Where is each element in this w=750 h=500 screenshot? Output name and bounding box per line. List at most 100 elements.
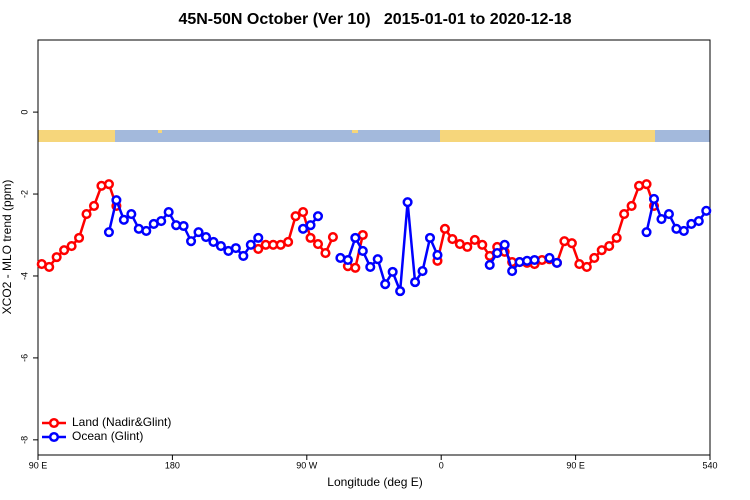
data-point bbox=[253, 232, 264, 243]
data-point bbox=[492, 247, 503, 259]
land-strip bbox=[440, 130, 655, 142]
data-point bbox=[424, 232, 436, 243]
data-point bbox=[238, 250, 249, 261]
x-tick-label: 90 E bbox=[29, 460, 48, 470]
data-point bbox=[305, 232, 316, 243]
data-point bbox=[200, 232, 212, 243]
chart-title: 45N-50N October (Ver 10) 2015-01-01 to 2… bbox=[178, 11, 571, 28]
data-point bbox=[327, 232, 338, 243]
y-tick-label: 0 bbox=[19, 110, 29, 115]
x-tick-label: 90 E bbox=[566, 460, 585, 470]
y-tick-label: -8 bbox=[19, 436, 29, 444]
data-point bbox=[417, 266, 428, 277]
data-point bbox=[477, 239, 488, 250]
legend-label: Ocean (Glint) bbox=[72, 429, 143, 443]
legend-marker bbox=[48, 417, 60, 429]
data-point bbox=[141, 225, 152, 236]
data-point bbox=[51, 252, 62, 263]
data-point bbox=[693, 216, 704, 227]
y-tick-label: -6 bbox=[19, 354, 29, 362]
data-point bbox=[626, 200, 637, 211]
data-point bbox=[230, 243, 241, 254]
data-point bbox=[656, 213, 667, 225]
data-point bbox=[320, 247, 331, 259]
land-strip bbox=[38, 130, 115, 142]
data-point bbox=[566, 238, 577, 249]
data-point bbox=[66, 241, 77, 252]
data-point bbox=[432, 250, 443, 261]
y-axis-label: XCO2 - MLO trend (ppm) bbox=[0, 180, 14, 315]
data-point bbox=[402, 197, 413, 208]
data-point bbox=[365, 261, 376, 273]
data-point bbox=[469, 234, 480, 245]
data-point bbox=[74, 232, 85, 243]
data-point bbox=[484, 259, 495, 270]
data-point bbox=[342, 254, 353, 266]
y-tick-label: -2 bbox=[19, 190, 29, 198]
data-point bbox=[663, 209, 674, 220]
data-point bbox=[253, 243, 264, 254]
data-point bbox=[619, 209, 630, 220]
legend-label: Land (Nadir&Glint) bbox=[72, 415, 171, 429]
data-point bbox=[596, 245, 607, 256]
data-point bbox=[350, 262, 361, 273]
data-point bbox=[312, 238, 324, 250]
data-point bbox=[499, 239, 510, 250]
data-point bbox=[44, 261, 55, 273]
data-point bbox=[604, 241, 615, 252]
data-point bbox=[312, 211, 324, 222]
data-point bbox=[118, 214, 129, 225]
data-point bbox=[589, 252, 600, 263]
data-point bbox=[178, 220, 189, 232]
data-point bbox=[410, 277, 421, 288]
data-point bbox=[439, 223, 450, 234]
series bbox=[103, 193, 712, 297]
data-point bbox=[215, 241, 226, 252]
land-ocean-strip bbox=[38, 130, 710, 142]
data-point bbox=[350, 232, 361, 243]
data-point bbox=[186, 236, 197, 247]
data-point bbox=[581, 261, 592, 273]
data-point bbox=[283, 236, 294, 248]
data-point bbox=[208, 236, 219, 248]
data-point bbox=[551, 257, 562, 268]
data-point bbox=[357, 245, 368, 257]
x-tick-label: 180 bbox=[165, 460, 180, 470]
data-point bbox=[701, 205, 712, 216]
data-point bbox=[156, 216, 167, 227]
data-point bbox=[290, 211, 301, 222]
data-point bbox=[111, 195, 122, 206]
data-point bbox=[81, 209, 92, 220]
data-point bbox=[380, 279, 391, 290]
x-tick-label: 0 bbox=[439, 460, 444, 470]
data-point bbox=[641, 179, 652, 190]
data-point bbox=[59, 245, 70, 256]
data-point bbox=[103, 179, 114, 190]
data-point bbox=[163, 207, 174, 218]
data-point bbox=[103, 227, 114, 238]
data-point bbox=[641, 227, 652, 238]
data-point bbox=[447, 234, 458, 245]
data-point bbox=[193, 227, 204, 238]
x-axis-label: Longitude (deg E) bbox=[327, 475, 422, 489]
data-point bbox=[529, 254, 540, 266]
data-point bbox=[126, 209, 137, 220]
data-point bbox=[678, 225, 689, 236]
data-point bbox=[387, 266, 398, 277]
data-point bbox=[305, 220, 316, 231]
data-point bbox=[298, 223, 309, 234]
x-tick-label: 540 bbox=[702, 460, 717, 470]
data-point bbox=[544, 252, 555, 263]
data-point bbox=[245, 239, 256, 250]
data-point bbox=[88, 200, 100, 211]
legend-marker bbox=[48, 431, 60, 443]
legend: Land (Nadir&Glint)Ocean (Glint) bbox=[42, 415, 171, 443]
data-point bbox=[648, 193, 660, 205]
data-point bbox=[395, 286, 406, 297]
land-strip bbox=[352, 130, 358, 133]
plot-frame bbox=[37, 39, 711, 456]
x-tick-label: 90 W bbox=[296, 460, 318, 470]
data-point bbox=[298, 207, 309, 218]
data-point bbox=[462, 241, 473, 252]
